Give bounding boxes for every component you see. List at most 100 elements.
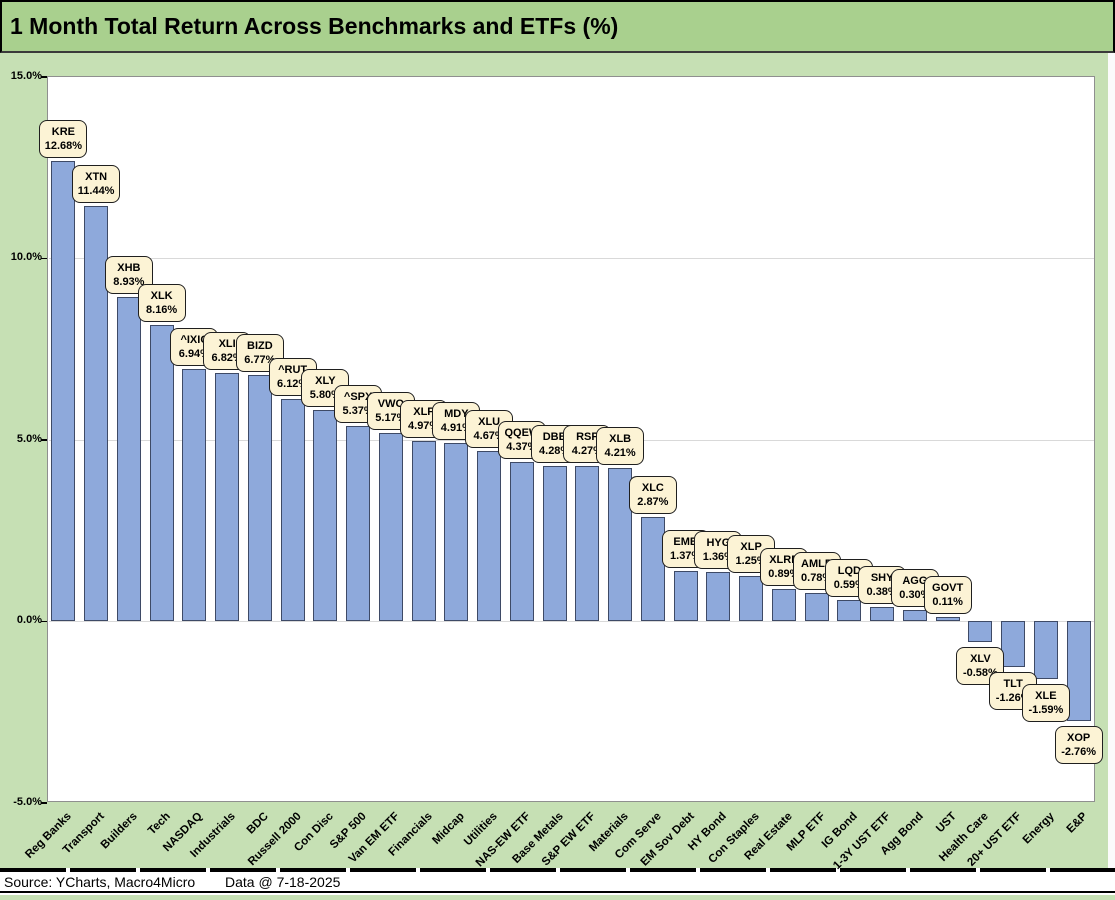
y-axis-tick-mark: [41, 76, 47, 78]
callout-ticker: GOVT: [932, 582, 964, 594]
callout-value: 0.89%: [768, 567, 800, 580]
chart-title-bar: 1 Month Total Return Across Benchmarks a…: [0, 0, 1115, 53]
bar-callout-GOVT: GOVT 0.11%: [923, 576, 972, 614]
callout-value: 11.44%: [77, 184, 115, 197]
callout-ticker: ^RUT: [278, 363, 308, 376]
callout-value: 6.82%: [211, 352, 243, 365]
callout-ticker: BIZD: [247, 340, 273, 353]
bar-callout-XLK: XLK 8.16%: [137, 283, 186, 322]
bar-callout-XLE: XLE -1.59%: [1021, 683, 1070, 722]
callout-value: 8.16%: [146, 303, 178, 316]
source-text: Source: YCharts, Macro4Micro: [4, 874, 196, 890]
bar-RSP: [575, 465, 600, 621]
callout-ticker: XLK: [150, 289, 173, 302]
y-axis-tick-mark: [41, 257, 47, 259]
bar-callout-XLB: XLB 4.21%: [596, 427, 645, 466]
bar-callout-XLV: XLV -0.58%: [956, 647, 1005, 686]
callout-value: 4.37%: [506, 441, 538, 454]
bar-XLU: [477, 451, 502, 621]
bar-XLC: [640, 516, 665, 621]
callout-value: 4.67%: [473, 430, 505, 443]
bar-^RUT: [280, 398, 305, 621]
callout-value: 0.38%: [866, 586, 898, 599]
bar-XLV: [968, 621, 993, 643]
callout-value: 6.77%: [244, 354, 276, 367]
callout-ticker: XLP: [740, 540, 762, 553]
bar-XLK: [149, 324, 174, 621]
y-axis-tick-label: 0.0%: [16, 614, 42, 626]
bar-VWO: [378, 433, 403, 621]
gridline-10: [48, 258, 1094, 259]
bar-XLY: [313, 410, 338, 621]
bar-BIZD: [247, 375, 272, 621]
bar-callout-XOP: XOP -2.76%: [1054, 726, 1103, 765]
callout-value: -2.76%: [1061, 746, 1097, 759]
gridline-0: [48, 621, 1094, 622]
callout-ticker: XTN: [85, 170, 108, 183]
callout-ticker: XLV: [970, 653, 991, 666]
bar-AMLP: [804, 592, 829, 621]
source-row: Source: YCharts, Macro4Micro Data @ 7-18…: [0, 872, 1115, 893]
callout-ticker: RSP: [576, 430, 599, 443]
y-axis-tick-mark: [41, 802, 47, 804]
bar-HYG: [706, 571, 731, 621]
bar-^IXIC: [182, 369, 207, 621]
callout-ticker: XLY: [315, 375, 336, 388]
bar-XTN: [84, 205, 109, 621]
y-axis-tick-label: 10.0%: [10, 251, 42, 263]
bar-SHY: [870, 607, 895, 621]
bar-QQEW: [509, 462, 534, 621]
callout-value: 4.28%: [539, 444, 571, 457]
bar-XLP: [739, 575, 764, 621]
bar-XOP: [1066, 621, 1091, 722]
bar-callout-QQEW: QQEW 4.37%: [497, 421, 546, 460]
callout-value: 6.94%: [178, 348, 210, 361]
callout-ticker: ^SPX: [343, 391, 373, 404]
callout-value: 1.36%: [702, 550, 734, 563]
callout-ticker: HYG: [706, 536, 731, 549]
y-axis-tick-mark: [41, 439, 47, 441]
callout-value: 1.25%: [735, 554, 767, 567]
callout-value: 8.93%: [113, 275, 145, 288]
callout-ticker: XLRE: [769, 553, 799, 566]
bar-callout-KRE: KRE 12.68%: [39, 119, 88, 158]
callout-ticker: XLB: [609, 433, 632, 446]
callout-ticker: XOP: [1067, 732, 1091, 745]
callout-ticker: XLE: [1035, 689, 1057, 702]
callout-ticker: AGG: [902, 575, 928, 588]
callout-value: 4.21%: [604, 447, 636, 460]
callout-value: -1.59%: [1028, 703, 1064, 716]
callout-value: 5.80%: [309, 389, 341, 402]
bar-AGG: [902, 610, 927, 621]
callout-ticker: QQEW: [504, 427, 540, 440]
data-date-text: Data @ 7-18-2025: [225, 874, 341, 890]
canvas-right-margin: [1108, 53, 1115, 868]
callout-ticker: ^IXIC: [180, 334, 209, 347]
callout-ticker: DBB: [542, 430, 567, 443]
callout-ticker: XLF: [413, 405, 435, 418]
bar-XHB: [116, 296, 141, 621]
bottom-cell-border: [0, 868, 1115, 872]
callout-ticker: KRE: [51, 125, 75, 138]
bar-XLE: [1033, 621, 1058, 679]
callout-value: 0.78%: [801, 571, 833, 584]
callout-value: 12.68%: [44, 139, 83, 152]
bottom-green-strip: [0, 895, 1115, 900]
callout-ticker: XLI: [218, 338, 236, 351]
y-axis-tick-label: -5.0%: [13, 795, 42, 808]
bar-XLF: [411, 440, 436, 621]
callout-ticker: TLT: [1003, 677, 1023, 690]
bar-MDY: [444, 442, 469, 621]
y-axis-tick-mark: [41, 620, 47, 622]
callout-value: 5.37%: [342, 405, 374, 418]
callout-ticker: XLU: [478, 416, 501, 429]
bar-LQD: [837, 599, 862, 621]
callout-ticker: VWO: [377, 398, 405, 411]
y-axis-tick-label: 15.0%: [10, 69, 42, 82]
callout-value: 0.59%: [833, 578, 865, 591]
callout-value: 4.91%: [440, 421, 472, 434]
bar-callout-XTN: XTN 11.44%: [72, 164, 121, 203]
callout-ticker: MDY: [444, 407, 469, 420]
callout-value: 4.97%: [408, 419, 440, 432]
